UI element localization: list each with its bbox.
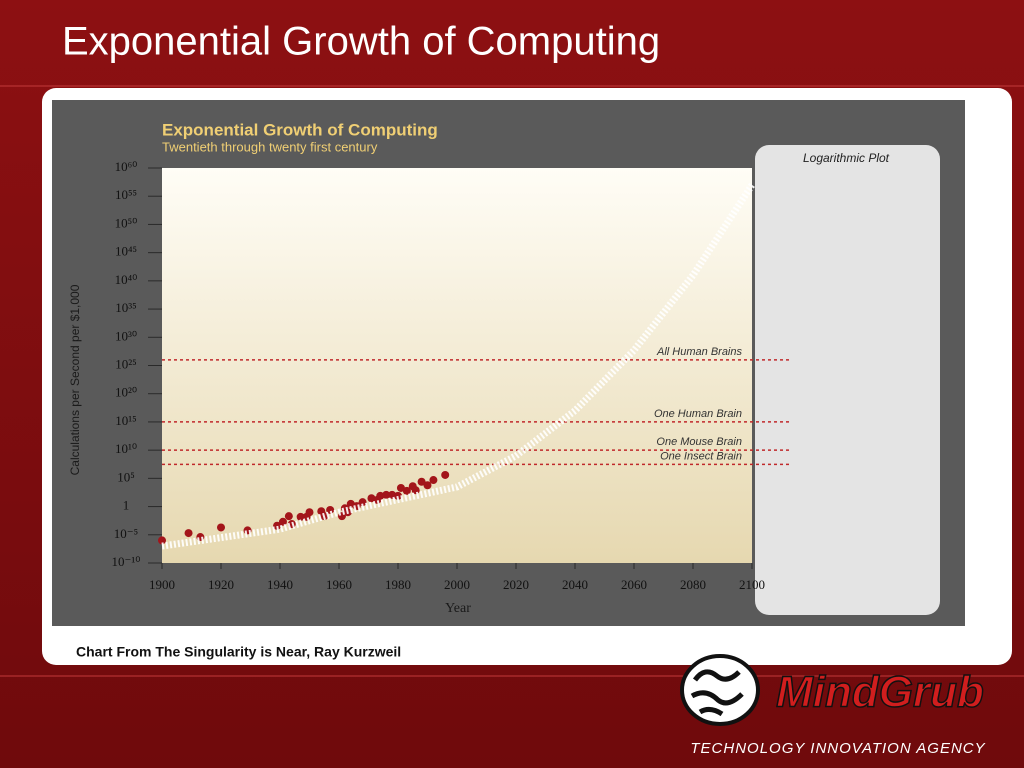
- reference-label: One Mouse Brain: [656, 436, 742, 448]
- x-tick-label: 2060: [621, 577, 647, 592]
- x-tick-label: 2000: [444, 577, 470, 592]
- data-point: [429, 476, 438, 485]
- y-tick-label: 1: [123, 498, 130, 513]
- data-point: [184, 529, 193, 538]
- y-tick-label: 10⁻⁵: [114, 526, 138, 541]
- y-axis-label: Calculations per Second per $1,000: [68, 284, 82, 475]
- y-tick-label: 10⁵⁵: [115, 187, 137, 202]
- y-tick-label: 10⁴⁰: [115, 272, 138, 287]
- y-tick-label: 10⁶⁰: [115, 159, 138, 174]
- y-tick-label: 10¹⁰: [115, 441, 137, 456]
- reference-label: All Human Brains: [656, 346, 742, 358]
- y-tick-label: 10⁵⁰: [115, 215, 138, 230]
- data-point: [376, 491, 385, 500]
- data-point: [417, 477, 426, 486]
- data-point: [402, 486, 411, 495]
- data-point: [305, 508, 314, 517]
- data-point: [358, 498, 367, 507]
- data-point: [394, 491, 402, 500]
- reference-label: One Insect Brain: [660, 450, 742, 462]
- x-tick-label: 2040: [562, 577, 588, 592]
- y-tick-label: 10³⁰: [115, 328, 137, 343]
- x-tick-label: 2100: [739, 577, 765, 592]
- y-tick-label: 10³⁵: [115, 300, 136, 315]
- x-tick-label: 2080: [680, 577, 706, 592]
- panel-label: Logarithmic Plot: [803, 151, 890, 165]
- plot-area: [162, 168, 752, 563]
- x-tick-label: 1900: [149, 577, 175, 592]
- y-tick-label: 10⁻¹⁰: [112, 554, 141, 569]
- data-point: [273, 521, 282, 530]
- x-axis-label: Year: [445, 601, 471, 616]
- data-point: [423, 481, 432, 490]
- data-point: [278, 517, 287, 526]
- reference-label: One Human Brain: [654, 408, 742, 420]
- data-point: [217, 523, 225, 532]
- chart-title: Exponential Growth of Computing: [162, 120, 438, 139]
- data-point: [396, 483, 405, 492]
- x-tick-label: 1940: [267, 577, 293, 592]
- data-point: [296, 512, 305, 521]
- x-tick-label: 1980: [385, 577, 411, 592]
- logo-name: MindGrub: [776, 668, 984, 717]
- logo-tagline: TECHNOLOGY INNOVATION AGENCY: [690, 740, 985, 757]
- y-tick-label: 10¹⁵: [115, 413, 136, 428]
- side-panel: [755, 145, 940, 615]
- y-tick-label: 10⁴⁵: [115, 244, 137, 259]
- logo-pattern: [690, 669, 744, 717]
- data-point: [441, 470, 450, 479]
- y-tick-label: 10⁵: [117, 469, 135, 484]
- data-point: [284, 512, 293, 521]
- y-tick-label: 10²⁵: [115, 356, 136, 371]
- data-point: [382, 490, 391, 499]
- chart-subtitle: Twentieth through twenty first century: [162, 139, 378, 154]
- caption: Chart From The Singularity is Near, Ray …: [76, 644, 401, 660]
- data-point: [326, 505, 335, 514]
- x-tick-label: 1960: [326, 577, 352, 592]
- data-point: [158, 536, 166, 545]
- logo: MindGrub TECHNOLOGY INNOVATION AGENCY: [680, 654, 985, 757]
- slide-title: Exponential Growth of Computing: [62, 20, 660, 64]
- x-tick-label: 1920: [208, 577, 234, 592]
- x-tick-label: 2020: [503, 577, 529, 592]
- y-tick-label: 10²⁰: [115, 385, 137, 400]
